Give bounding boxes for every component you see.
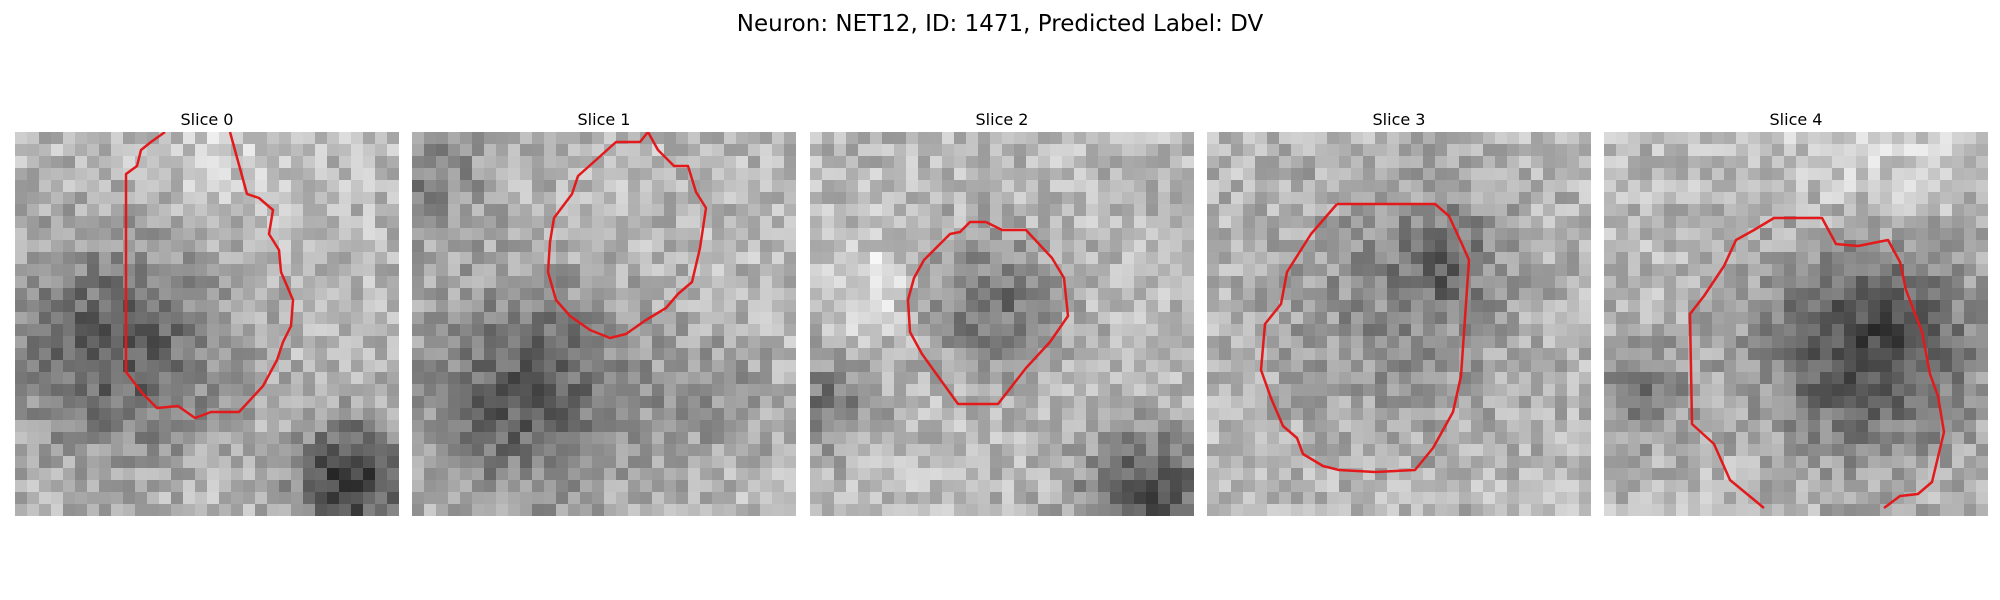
- slice-image: [810, 132, 1194, 516]
- roi-contour: [546, 132, 708, 340]
- slice-image: [1604, 132, 1988, 516]
- slice-title: Slice 1: [577, 110, 631, 129]
- slice-image: [412, 132, 796, 516]
- slice-image: [15, 132, 399, 516]
- roi-contour: [1259, 202, 1471, 474]
- slice-panel-3: Slice 3: [1207, 108, 1591, 516]
- slice-panel-0: Slice 0: [15, 108, 399, 516]
- grayscale-image: [15, 132, 399, 516]
- slice-title: Slice 4: [1769, 110, 1823, 129]
- roi-contour: [906, 220, 1070, 406]
- grayscale-image: [810, 132, 1194, 516]
- slice-panel-2: Slice 2: [810, 108, 1194, 516]
- figure-title: Neuron: NET12, ID: 1471, Predicted Label…: [736, 11, 1264, 37]
- slice-title: Slice 0: [180, 110, 234, 129]
- grayscale-image: [1604, 132, 1988, 516]
- roi-contour: [124, 132, 295, 420]
- slice-title: Slice 2: [975, 110, 1029, 129]
- slice-panel-1: Slice 1: [412, 108, 796, 516]
- roi-contour: [1688, 216, 1946, 509]
- slice-image: [1207, 132, 1591, 516]
- grayscale-image: [412, 132, 796, 516]
- slice-title: Slice 3: [1372, 110, 1426, 129]
- slice-panel-4: Slice 4: [1604, 108, 1988, 516]
